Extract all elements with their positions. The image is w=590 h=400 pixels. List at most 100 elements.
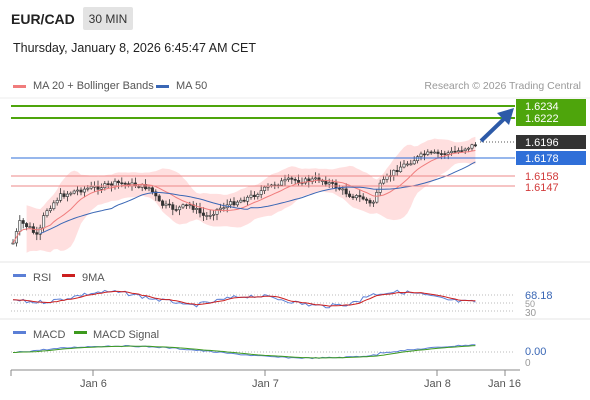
candle-body: [365, 198, 369, 201]
candle-body: [412, 160, 416, 165]
candle-body: [416, 156, 420, 162]
candle-body: [161, 200, 165, 206]
candle-body: [327, 182, 331, 185]
candle-body: [72, 190, 76, 194]
candle-body: [419, 153, 423, 158]
candle-body: [402, 163, 406, 168]
candle-body: [422, 153, 426, 156]
candle-body: [229, 201, 233, 206]
candle-body: [293, 179, 297, 181]
candle-body: [184, 204, 188, 207]
candle-body: [171, 204, 175, 210]
candle-body: [392, 169, 396, 176]
candle-body: [256, 194, 260, 197]
legend-ma20-label: MA 20 + Bollinger Bands: [33, 80, 154, 92]
legend-ma20: MA 20 + Bollinger Bands: [13, 80, 154, 92]
candles: [11, 142, 477, 247]
candle-body: [86, 187, 90, 190]
macd-signal-swatch-icon: [74, 331, 87, 334]
rsi-level-30-label: 30: [525, 308, 537, 319]
candle-body: [344, 188, 348, 195]
macd-signal-line: [12, 345, 476, 359]
price-box-2: [516, 112, 586, 126]
candle-body: [205, 215, 209, 217]
candle-body: [446, 152, 450, 155]
candle-body: [52, 202, 56, 209]
candle-body: [48, 208, 52, 212]
price-label-3: 1.6196: [525, 137, 559, 149]
price-label-2: 1.6222: [525, 113, 559, 125]
candle-body: [82, 188, 86, 193]
candle-body: [358, 195, 362, 198]
price-box-3: [516, 135, 586, 149]
candle-body: [45, 210, 49, 216]
candle-body: [252, 194, 256, 197]
ma50-line: [40, 161, 476, 235]
candle-body: [443, 153, 447, 155]
candle-body: [426, 151, 430, 155]
macd-signal-label: MACD Signal: [93, 329, 159, 341]
macd-zero-label: 0: [525, 358, 531, 369]
candle-body: [96, 185, 100, 190]
candle-body: [385, 175, 389, 180]
candle-body: [371, 201, 375, 204]
candle-body: [399, 166, 403, 173]
symbol-title: EUR/CAD: [11, 11, 75, 27]
candle-body: [378, 182, 382, 193]
candle-body: [62, 193, 66, 197]
rsi-ma-swatch-icon: [62, 274, 75, 277]
candle-body: [473, 144, 477, 147]
candle-body: [222, 207, 226, 210]
candle-body: [157, 195, 161, 202]
candle-body: [467, 147, 471, 150]
ma20-line: [12, 150, 476, 244]
candle-body: [409, 163, 413, 166]
candle-body: [69, 192, 73, 195]
candle-body: [195, 208, 199, 210]
candle-body: [35, 232, 39, 235]
candle-body: [147, 187, 151, 190]
rsi-ma-line: [12, 290, 476, 307]
candle-body: [453, 150, 457, 153]
candle-body: [310, 178, 314, 182]
candle-body: [361, 196, 365, 200]
candle-body: [290, 177, 294, 180]
rsi-label: RSI: [33, 272, 51, 284]
ma50-swatch-icon: [156, 84, 169, 88]
price-box-4: [516, 151, 586, 165]
legend-ma50: MA 50: [156, 80, 207, 92]
candle-body: [106, 183, 110, 185]
candle-body: [76, 189, 80, 192]
candle-body: [263, 186, 267, 191]
candle-body: [470, 144, 474, 149]
candle-body: [354, 195, 358, 199]
candle-body: [116, 180, 120, 184]
candle-body: [382, 179, 386, 184]
candle-body: [167, 203, 171, 206]
timeframe-button[interactable]: 30 MIN: [83, 7, 133, 30]
candle-body: [375, 192, 379, 203]
price-label-4: 1.6178: [525, 153, 559, 165]
candle-body: [239, 199, 243, 203]
rsi-value: 68.18: [525, 290, 553, 302]
ma20-swatch-icon: [13, 84, 26, 88]
candle-body: [456, 150, 460, 153]
candle-body: [235, 201, 239, 206]
candle-body: [463, 148, 467, 151]
candle-body: [99, 187, 103, 190]
candle-body: [433, 151, 437, 154]
x-label-jan6: Jan 6: [80, 378, 107, 390]
candle-body: [460, 150, 464, 152]
macd-label: MACD: [33, 329, 65, 341]
candle-body: [314, 177, 318, 180]
rsi-ma-label: 9MA: [82, 272, 105, 284]
price-label-6: 1.6147: [525, 182, 559, 194]
candle-body: [164, 203, 168, 206]
candle-body: [123, 182, 127, 185]
candle-body: [246, 196, 250, 202]
candle-body: [215, 209, 219, 215]
candle-body: [55, 200, 59, 204]
candle-body: [59, 193, 63, 201]
source-credit: Research © 2026 Trading Central: [424, 80, 581, 92]
